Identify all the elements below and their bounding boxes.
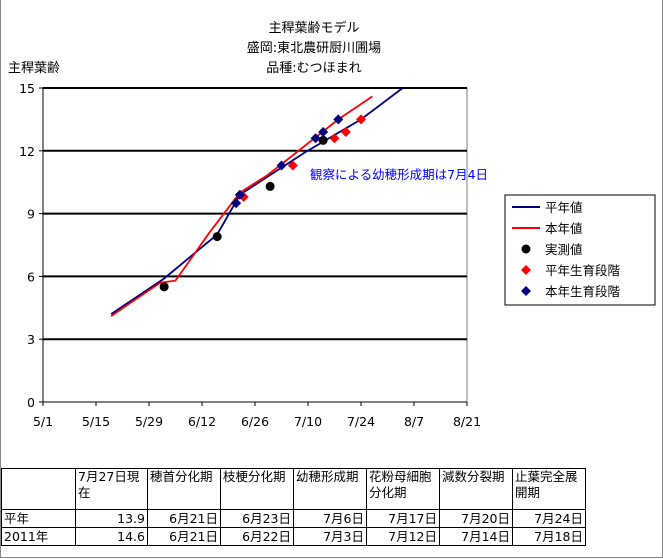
cell: 6月23日: [220, 509, 294, 528]
data-point: [356, 114, 366, 125]
y-tick-label: 0: [27, 395, 35, 410]
y-axis-label: 主稈葉齢: [8, 61, 60, 76]
y-tick-label: 6: [27, 269, 35, 284]
header-cell: 枝梗分化期: [220, 468, 294, 510]
legend-label: 本年値: [545, 221, 583, 236]
data-point: [159, 282, 169, 292]
x-tick-label: 7/10: [294, 414, 322, 429]
plot-area: [42, 87, 468, 403]
data-point: [231, 198, 242, 209]
data-point: [318, 135, 328, 145]
cell: 6月21日: [147, 527, 221, 546]
header-cell: 7月27日現在: [75, 468, 148, 510]
x-tick-label: 5/1: [33, 414, 53, 429]
data-point: [212, 232, 222, 242]
table-row: 平年 13.9 6月21日 6月23日 7月6日 7月17日 7月20日 7月2…: [1, 509, 586, 528]
cell: 13.9: [75, 509, 148, 528]
x-tick-label: 8/7: [404, 414, 424, 429]
cell: 7月6日: [293, 509, 367, 528]
cell: 7月24日: [512, 509, 586, 528]
cell: 7月20日: [439, 509, 513, 528]
leaf-age-chart: 主稈葉齢モデル 盛岡:東北農研厨川圃場 品種:むつほまれ 主稈葉齢 0 3 6 9 12…: [8, 20, 656, 429]
annotation: 観察による幼穂形成期は7月4日: [310, 167, 488, 182]
chart-title-2: 盛岡:東北農研厨川圃場: [247, 40, 381, 56]
legend-swatch: [521, 244, 531, 254]
legend-label: 本年生育段階: [545, 284, 621, 299]
y-tick-label: 12: [19, 144, 35, 159]
header-cell: [1, 468, 76, 510]
cell: 14.6: [75, 527, 148, 546]
data-point: [276, 160, 287, 171]
header-cell: 止葉完全展開期: [512, 468, 586, 510]
data-point: [333, 114, 344, 125]
y-tick-label: 15: [19, 81, 35, 96]
chart-title-3: 品種:むつほまれ: [266, 60, 361, 76]
x-tick-label: 5/15: [82, 414, 110, 429]
x-tick-label: 6/26: [241, 414, 269, 429]
table-header-row: 7月27日現在 穂首分化期 枝梗分化期 幼穂形成期 花粉母細胞分化期 減数分裂期…: [1, 468, 586, 510]
cell: 7月18日: [512, 527, 586, 546]
data-point: [340, 126, 351, 137]
chart-title-1: 主稈葉齢モデル: [268, 20, 359, 36]
legend-swatch: [521, 265, 531, 275]
x-tick-label: 5/29: [135, 414, 163, 429]
data-point: [329, 133, 340, 144]
header-cell: 減数分裂期: [439, 468, 513, 510]
legend-label: 実測値: [545, 242, 583, 257]
growth-stage-table: 7月27日現在 穂首分化期 枝梗分化期 幼穂形成期 花粉母細胞分化期 減数分裂期…: [1, 468, 586, 546]
row-label: 2011年: [1, 527, 76, 546]
legend-swatch: [521, 286, 531, 296]
data-point: [287, 160, 298, 171]
table-row: 2011年 14.6 6月21日 6月22日 7月3日 7月12日 7月14日 …: [1, 527, 586, 546]
legend-label: 平年値: [545, 200, 583, 215]
x-tick-label: 8/21: [453, 414, 481, 429]
cell: 7月17日: [366, 509, 440, 528]
cell: 7月14日: [439, 527, 513, 546]
row-label: 平年: [1, 509, 76, 528]
cell: 6月22日: [220, 527, 294, 546]
legend-label: 平年生育段階: [545, 263, 621, 278]
y-tick-label: 9: [27, 207, 35, 222]
x-tick-label: 7/24: [347, 414, 375, 429]
x-tick-label: 6/12: [188, 414, 216, 429]
cell: 7月12日: [366, 527, 440, 546]
header-cell: 穂首分化期: [147, 468, 221, 510]
data-point: [234, 189, 245, 200]
header-cell: 花粉母細胞分化期: [366, 468, 440, 510]
header-cell: 幼穂形成期: [293, 468, 367, 510]
cell: 7月3日: [293, 527, 367, 546]
data-point: [310, 133, 321, 144]
data-point: [265, 181, 275, 191]
cell: 6月21日: [147, 509, 221, 528]
data-point: [318, 126, 329, 137]
y-tick-label: 3: [27, 332, 35, 347]
